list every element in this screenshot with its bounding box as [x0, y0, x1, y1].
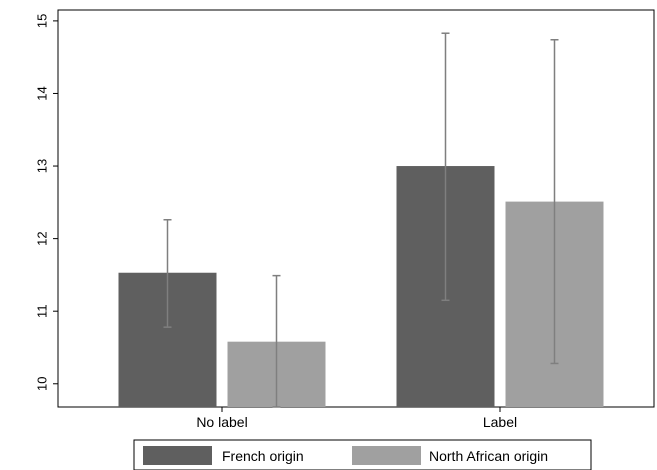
x-tick-label: Label [483, 414, 517, 430]
x-tick-label: No label [196, 414, 247, 430]
error-bar-french-origin-1 [163, 218, 172, 328]
legend: French origin North African origin [133, 439, 592, 470]
plot-frame [57, 9, 655, 408]
legend-swatch-french-origin [143, 446, 212, 465]
y-tick-label: 12 [35, 231, 50, 245]
y-tick-label: 11 [35, 304, 50, 318]
legend-swatch-north-african-origin [352, 446, 421, 465]
error-bars [163, 32, 559, 408]
error-bar-north-african-origin-1 [272, 274, 281, 408]
y-tick-label: 15 [35, 14, 50, 28]
legend-label-north-african-origin: North African origin [429, 448, 548, 464]
y-tick-label: 14 [35, 86, 50, 100]
bars [118, 166, 604, 407]
legend-label-french-origin: French origin [222, 448, 304, 464]
error-bar-french-origin-2 [441, 32, 450, 302]
error-bar-north-african-origin-2 [550, 39, 559, 365]
y-tick-label: 10 [35, 377, 50, 391]
y-tick-label: 13 [35, 159, 50, 173]
y-axis: 10 11 12 13 14 15 [35, 14, 58, 391]
x-axis: No label Label [196, 407, 517, 430]
